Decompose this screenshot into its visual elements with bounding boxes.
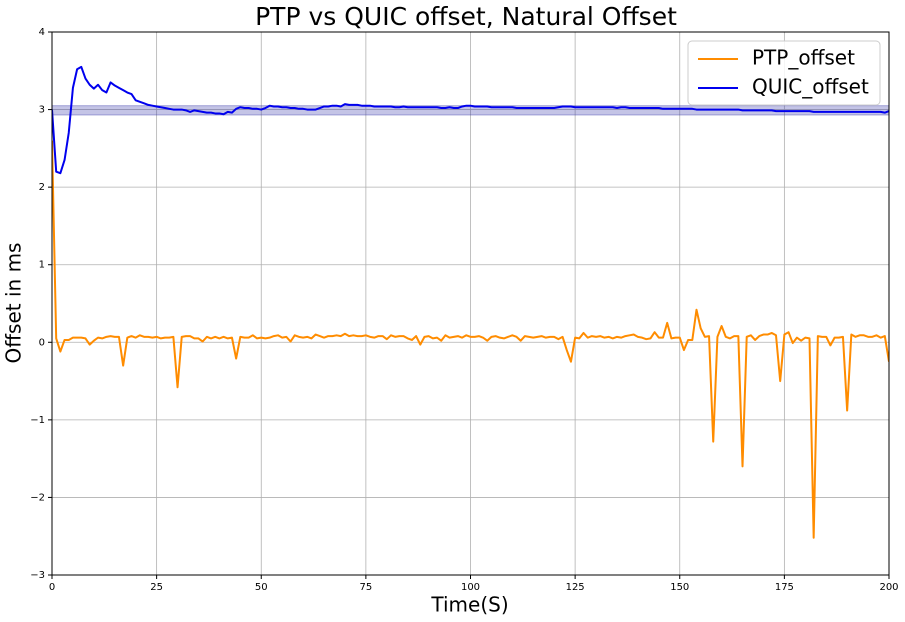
y-tick-label: 4 [39, 27, 45, 38]
chart-title: PTP vs QUIC offset, Natural Offset [255, 2, 677, 31]
x-tick-label: 100 [461, 582, 480, 593]
x-tick-label: 50 [255, 582, 268, 593]
legend-label: QUIC_offset [752, 75, 869, 99]
y-tick-label: 0 [39, 337, 45, 348]
x-axis-label: Time(S) [430, 593, 508, 617]
y-tick-label: 2 [39, 182, 45, 193]
x-tick-label: 175 [775, 582, 794, 593]
x-tick-label: 125 [566, 582, 585, 593]
y-tick-label: −3 [30, 570, 45, 581]
x-tick-label: 0 [49, 582, 55, 593]
series-line [52, 140, 889, 539]
y-axis-label: Offset in ms [2, 243, 26, 364]
x-tick-label: 75 [360, 582, 373, 593]
y-tick-label: −2 [30, 492, 45, 503]
x-tick-label: 150 [670, 582, 689, 593]
series-line [52, 65, 889, 175]
legend-label: PTP_offset [752, 46, 855, 70]
plot-area [52, 65, 889, 539]
x-tick-label: 200 [879, 582, 898, 593]
y-tick-label: 1 [39, 260, 45, 271]
y-tick-label: 3 [39, 105, 45, 116]
plot-frame [51, 31, 890, 576]
x-tick-label: 25 [150, 582, 163, 593]
y-tick-label: −1 [30, 415, 45, 426]
